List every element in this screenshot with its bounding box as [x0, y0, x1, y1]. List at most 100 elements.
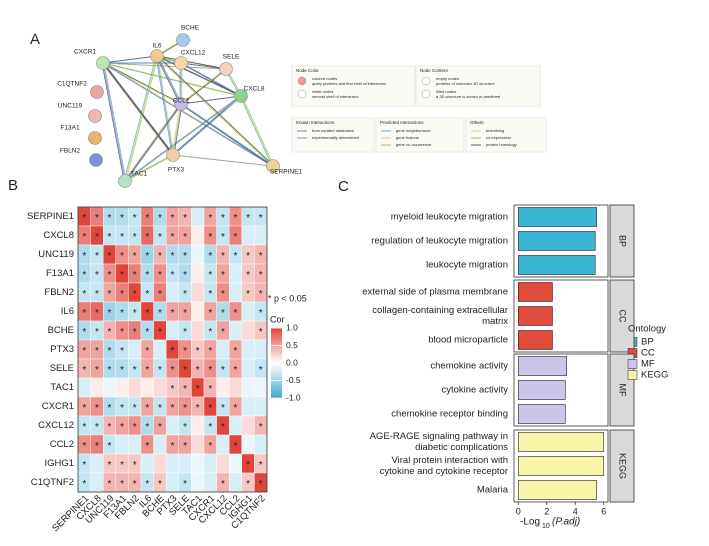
significance-star: * [95, 308, 99, 319]
network-edge [123, 103, 181, 182]
bar [517, 432, 605, 452]
heatmap-cell [153, 434, 167, 455]
significance-star: * [171, 251, 175, 262]
significance-star: * [95, 327, 99, 338]
node-label: CXCR1 [74, 49, 96, 56]
heatmap-cell [77, 377, 91, 398]
network-edge [173, 154, 275, 167]
legend-label: KEGG [641, 370, 668, 381]
legend-item: experimentally determined [312, 135, 359, 140]
heatmap-cell [115, 377, 129, 398]
colorbar-label: -0.5 [286, 375, 301, 385]
facet-strip [609, 204, 635, 278]
significance-note: * p < 0.05 [268, 293, 307, 303]
network-edge [157, 55, 228, 70]
significance-star: * [108, 403, 112, 414]
significance-star: * [246, 479, 250, 490]
heatmap-cell [153, 377, 167, 398]
x-axis-label: (P.adj) [552, 517, 580, 528]
network-edge [157, 55, 183, 105]
network-edge [125, 55, 159, 182]
row-label: C1QTNF2 [31, 477, 74, 488]
significance-star: * [221, 213, 225, 224]
network-edge [240, 95, 274, 167]
category-label: AGE-RAGE signaling pathway in [370, 431, 508, 442]
legend-item: protein homology [486, 142, 517, 147]
colorbar-label: -1.0 [286, 392, 301, 402]
significance-star: * [120, 213, 124, 224]
network-edge [123, 154, 173, 182]
network-edge [102, 62, 174, 156]
significance-star: * [158, 213, 162, 224]
heatmap-cell [241, 225, 255, 246]
heatmap-cell [153, 453, 167, 474]
colorbar-step [271, 383, 282, 387]
legend-box [415, 65, 541, 107]
significance-star: * [221, 365, 225, 376]
colorbar-step [271, 381, 282, 385]
row-label: UNC119 [38, 249, 74, 260]
significance-star: * [145, 251, 149, 262]
colorbar-step [271, 336, 282, 339]
network-edge [155, 55, 241, 97]
significance-star: * [221, 327, 225, 338]
row-label: BCHE [48, 325, 74, 336]
bar [517, 404, 566, 424]
significance-star: * [158, 251, 162, 262]
significance-star: * [221, 232, 225, 243]
facet-label: CC [618, 310, 628, 323]
network-node [89, 153, 103, 167]
network-node [150, 49, 164, 63]
category-label: myeloid leukocyte migration [391, 212, 508, 223]
colorbar-step [271, 343, 282, 346]
heatmap-cell [191, 434, 205, 455]
bar [517, 282, 553, 302]
significance-star: * [82, 308, 86, 319]
significance-star: * [82, 289, 86, 300]
colorbar-step [271, 331, 282, 334]
colorbar-label: 0.5 [286, 340, 298, 350]
legend-swatch [627, 370, 638, 380]
network-edge [123, 95, 241, 182]
legend-item: query proteins and first shell of intera… [312, 81, 386, 86]
heatmap-cell [90, 472, 104, 493]
colorbar-label: 1.0 [286, 322, 298, 332]
heatmap-cell [228, 472, 242, 493]
category-label: cytokine and cytokine receptor [380, 466, 508, 477]
colorbar-step [271, 369, 282, 373]
heatmap-cell [216, 339, 230, 360]
significance-star: * [171, 441, 175, 452]
significance-star: * [82, 251, 86, 262]
network-edge [101, 62, 125, 182]
row-label: CXCL8 [43, 230, 74, 241]
row-label: IL6 [61, 306, 74, 317]
facet-strip [609, 279, 635, 353]
network-edge [173, 103, 183, 156]
category-label: regulation of leukocyte migration [371, 236, 508, 247]
colorbar-step [271, 357, 282, 360]
significance-star: * [171, 403, 175, 414]
legend-item: a 3D structure is known or predicted [436, 94, 501, 99]
significance-star: * [259, 213, 263, 224]
significance-star: * [95, 232, 99, 243]
colorbar-step [271, 366, 282, 369]
significance-star: * [221, 308, 225, 319]
significance-star: * [221, 403, 225, 414]
significance-star: * [208, 441, 212, 452]
significance-star: * [183, 441, 187, 452]
significance-star: * [120, 422, 124, 433]
legend-title: Ontology [628, 324, 666, 335]
colorbar-step [271, 353, 282, 357]
node-label: CXCL8 [244, 86, 265, 93]
significance-star: * [158, 327, 162, 338]
heatmap-cell [216, 377, 230, 398]
legend-item: empty nodes [436, 76, 459, 81]
significance-star: * [95, 441, 99, 452]
colorbar-step [271, 332, 282, 336]
heatmap-cell [102, 377, 116, 398]
panel-label: B [8, 177, 18, 194]
significance-star: * [158, 403, 162, 414]
significance-star: * [234, 403, 238, 414]
network-edge [172, 95, 242, 156]
significance-star: * [145, 213, 149, 224]
